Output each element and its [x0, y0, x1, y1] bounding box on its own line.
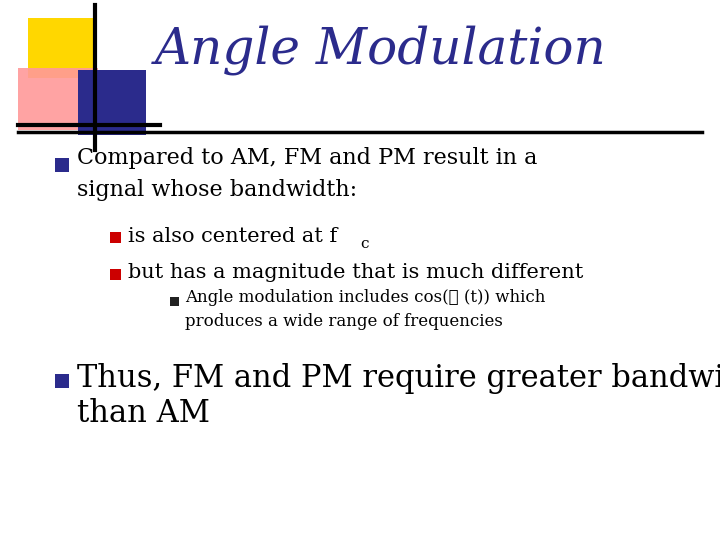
Bar: [18, 68, 98, 130]
Text: signal whose bandwidth:: signal whose bandwidth:: [77, 179, 357, 201]
Text: but has a magnitude that is much different: but has a magnitude that is much differe…: [128, 264, 583, 282]
Bar: [110, 232, 121, 243]
Text: than AM: than AM: [77, 397, 210, 429]
Bar: [28, 18, 95, 78]
Bar: [55, 374, 69, 388]
Text: Angle modulation includes cos(∅ (t)) which: Angle modulation includes cos(∅ (t)) whi…: [185, 289, 545, 307]
Bar: [170, 297, 179, 306]
Bar: [110, 269, 121, 280]
Bar: [55, 158, 69, 172]
Text: Compared to AM, FM and PM result in a: Compared to AM, FM and PM result in a: [77, 147, 537, 169]
Text: Thus, FM and PM require greater bandwidth: Thus, FM and PM require greater bandwidt…: [77, 363, 720, 395]
Text: c: c: [360, 237, 369, 251]
Text: is also centered at f: is also centered at f: [128, 226, 337, 246]
Bar: [78, 70, 146, 135]
Text: Angle Modulation: Angle Modulation: [155, 25, 607, 75]
Text: produces a wide range of frequencies: produces a wide range of frequencies: [185, 314, 503, 330]
